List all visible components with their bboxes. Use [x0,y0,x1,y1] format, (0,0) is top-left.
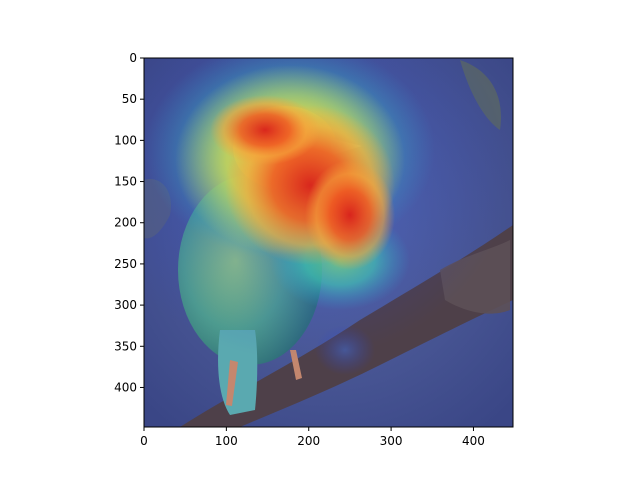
y-tick-label: 250 [114,257,137,271]
x-tick-label: 400 [462,434,485,448]
y-tick-label: 100 [114,133,137,147]
y-axis: 0 50 100 150 200 250 300 350 400 [114,51,144,394]
attention-heatmap-overlay [144,58,510,375]
y-tick-label: 50 [122,92,137,106]
branch [180,225,513,427]
y-tick-label: 0 [129,51,137,65]
y-tick-label: 400 [114,380,137,394]
x-tick-label: 300 [380,434,403,448]
image-panel [144,58,513,427]
x-tick-label: 200 [297,434,320,448]
y-tick-label: 350 [114,339,137,353]
y-tick-label: 300 [114,298,137,312]
y-tick-label: 150 [114,175,137,189]
x-tick-label: 0 [140,434,148,448]
x-tick-label: 100 [215,434,238,448]
y-tick-label: 200 [114,216,137,230]
x-axis: 0 100 200 300 400 [140,427,485,448]
bird-leg-left [226,360,238,406]
axes-frame [143,57,514,428]
